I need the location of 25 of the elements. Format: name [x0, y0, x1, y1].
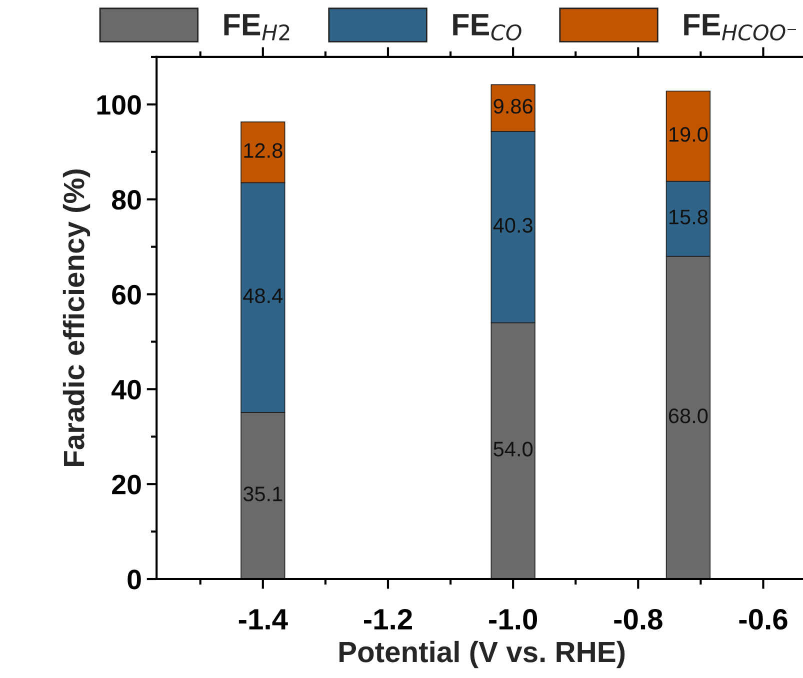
data-label: 35.1	[243, 486, 282, 502]
x-axis-title: Potential (V vs. RHE)	[340, 640, 625, 668]
y-tick-label: 40	[112, 380, 141, 400]
legend-label: FE$_{H2}$	[224, 14, 290, 40]
y-axis-title: Faradic efficiency (%)	[62, 169, 90, 466]
x-tick-label: -1.0	[489, 608, 538, 630]
legend-label: FE$_{HCOO⁻}$	[684, 14, 796, 41]
data-label: 68.0	[668, 408, 708, 424]
x-tick-label: -0.6	[739, 608, 788, 630]
data-label: 54.0	[494, 442, 533, 456]
data-label: 19.0	[670, 127, 708, 142]
x-tick-label: -1.2	[364, 608, 412, 630]
data-label: 15.8	[670, 210, 708, 224]
data-label: 9.86	[494, 98, 532, 114]
y-tick-label: 80	[112, 190, 141, 210]
legend-label: FE$_{CO}$	[453, 14, 522, 41]
data-label: 12.8	[244, 143, 282, 158]
y-tick-label: 100	[97, 95, 141, 115]
data-label: 40.3	[493, 218, 532, 233]
y-tick-label: 60	[112, 284, 141, 305]
y-tick-label: 20	[112, 474, 141, 494]
x-tick-label: -0.8	[614, 608, 662, 630]
y-tick-label: 0	[128, 570, 141, 590]
x-tick-label: -1.4	[238, 609, 288, 630]
data-label: 48.4	[243, 288, 283, 304]
